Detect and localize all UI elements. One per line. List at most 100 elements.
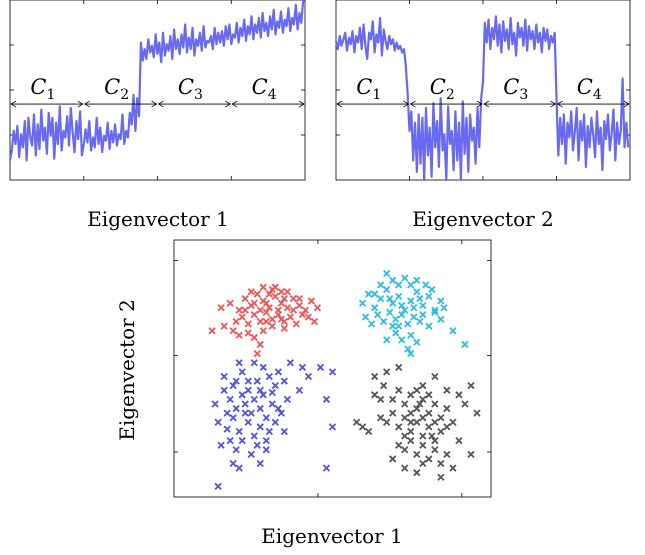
scatter-point bbox=[419, 432, 427, 440]
scatter-point bbox=[235, 306, 243, 314]
scatter-point bbox=[431, 446, 439, 454]
scatter-point bbox=[223, 425, 231, 433]
scatter-point bbox=[395, 322, 403, 330]
scatter-point bbox=[226, 395, 234, 404]
scatter-point bbox=[253, 441, 261, 449]
arrow-right bbox=[225, 100, 232, 108]
scatter-point bbox=[455, 436, 463, 445]
scatter-point bbox=[371, 304, 379, 312]
scatter-point bbox=[268, 315, 276, 323]
scatter-point bbox=[220, 372, 228, 381]
scatter-point bbox=[437, 315, 445, 323]
scatter-point bbox=[259, 391, 267, 399]
cluster-label: C2 bbox=[430, 75, 455, 103]
scatter-point bbox=[328, 423, 337, 431]
arrow-left bbox=[83, 100, 90, 108]
scatter-point bbox=[395, 363, 403, 371]
scatter-point bbox=[431, 372, 439, 381]
scatter-point bbox=[425, 423, 433, 431]
scatter-point bbox=[407, 391, 415, 399]
scatter-point bbox=[398, 336, 406, 344]
scatter-point bbox=[361, 313, 370, 321]
scatter-point bbox=[473, 409, 481, 417]
scatter-point bbox=[235, 359, 243, 367]
cluster-label: C3 bbox=[503, 75, 528, 103]
scatter-point bbox=[304, 372, 313, 381]
cluster-letter: C bbox=[577, 75, 593, 99]
cluster-label: C4 bbox=[577, 75, 602, 103]
scatter-point bbox=[238, 436, 246, 445]
scatter-point bbox=[298, 311, 307, 319]
scatter-point bbox=[280, 324, 288, 333]
scatter-point bbox=[407, 418, 415, 426]
scatter-point bbox=[407, 409, 415, 417]
axis-ticks bbox=[174, 240, 491, 497]
scatter-point bbox=[398, 301, 406, 310]
cluster-label: C1 bbox=[356, 75, 381, 103]
scatter-point bbox=[286, 313, 294, 321]
scatter-point bbox=[256, 340, 264, 349]
scatter-point bbox=[250, 432, 258, 440]
scatter-point bbox=[250, 311, 258, 319]
scatter-point bbox=[407, 427, 415, 436]
scatter-point bbox=[383, 269, 391, 278]
scatter-point bbox=[295, 295, 304, 303]
scatter-point bbox=[223, 409, 231, 417]
scatter-point bbox=[247, 288, 255, 296]
scatter-point bbox=[310, 317, 319, 326]
scatter-point bbox=[437, 297, 445, 305]
scatter-point bbox=[229, 382, 237, 390]
scatter-point bbox=[419, 395, 427, 404]
scatter-point bbox=[277, 315, 285, 323]
scatter-point bbox=[461, 340, 469, 349]
cluster-span-3: C3 bbox=[483, 75, 557, 108]
cluster-span-2: C2 bbox=[83, 75, 158, 108]
scatter-point bbox=[467, 450, 475, 458]
scatter-point bbox=[211, 400, 219, 408]
scatter-point bbox=[419, 382, 427, 390]
scatter-point bbox=[283, 395, 291, 404]
scatter-point bbox=[386, 295, 394, 303]
scatter-point bbox=[235, 331, 243, 339]
scatter-point bbox=[262, 446, 270, 454]
scatter-point bbox=[265, 427, 273, 436]
eigenvector-1-line-plot: C1 C2 C3 C4 Eigenvector 1 bbox=[8, 0, 306, 231]
scatter-point bbox=[268, 322, 276, 330]
scatter-point bbox=[431, 308, 439, 317]
scatter-point bbox=[377, 281, 385, 289]
scatter-point bbox=[250, 299, 258, 307]
scatter-point bbox=[395, 423, 403, 431]
cluster-span-4: C4 bbox=[231, 75, 305, 108]
scatter-point bbox=[259, 283, 267, 291]
scatter-point bbox=[389, 409, 397, 417]
scatter-point bbox=[413, 450, 421, 458]
scatter-point bbox=[371, 290, 379, 298]
scatter-point bbox=[268, 285, 276, 294]
scatter-point bbox=[289, 295, 298, 303]
scatter-point bbox=[419, 459, 427, 468]
scatter-point bbox=[425, 391, 433, 399]
scatter-point bbox=[244, 329, 252, 337]
cluster-letter: C bbox=[430, 75, 446, 99]
scatter-series-2 bbox=[358, 269, 469, 358]
x-axis-label: Eigenvector 1 bbox=[261, 524, 403, 548]
scatter-point bbox=[283, 288, 291, 296]
scatter-point bbox=[262, 436, 270, 445]
scatter-point bbox=[416, 317, 424, 326]
scatter-point bbox=[322, 464, 331, 472]
scatter-point bbox=[425, 292, 433, 300]
scatter-point bbox=[262, 299, 270, 307]
scatter-point bbox=[443, 450, 451, 458]
scatter-point bbox=[232, 404, 240, 413]
scatter-point bbox=[244, 386, 252, 394]
scatter-point bbox=[437, 459, 445, 468]
y-axis-label: Eigenvector 2 bbox=[115, 299, 139, 441]
scatter-point bbox=[389, 395, 397, 404]
scatter-point bbox=[383, 418, 391, 426]
scatter-point bbox=[431, 400, 439, 408]
scatter-point bbox=[386, 308, 394, 317]
scatter-point bbox=[280, 295, 288, 303]
scatter-point bbox=[247, 450, 255, 458]
scatter-point bbox=[271, 292, 279, 300]
cluster-span-3: C3 bbox=[157, 75, 232, 108]
